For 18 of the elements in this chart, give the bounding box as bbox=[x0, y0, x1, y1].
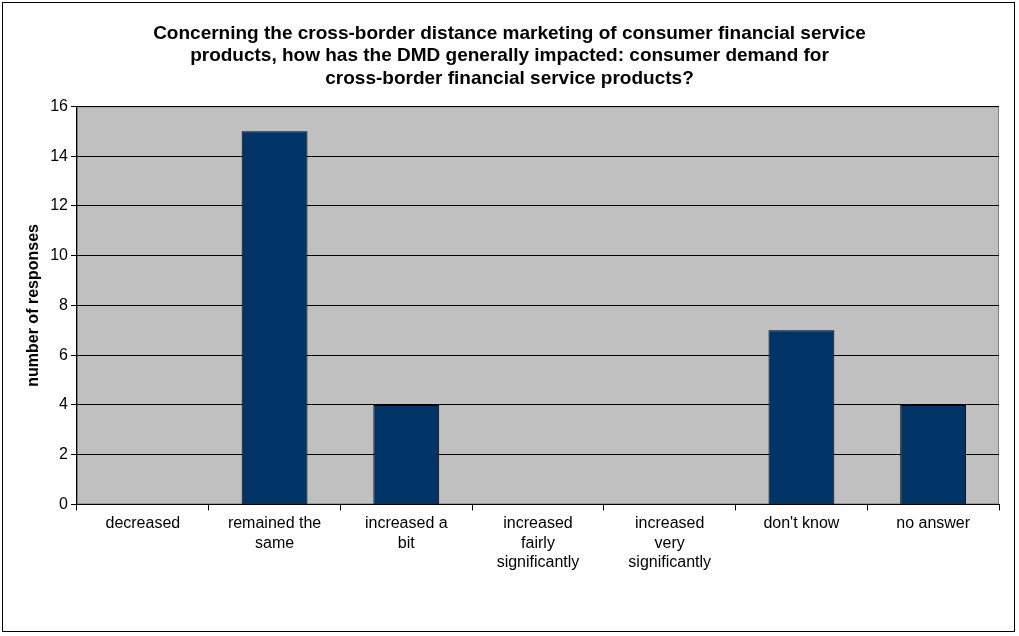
x-tick-label: increased a bit bbox=[364, 514, 448, 551]
y-tick-label: 16 bbox=[50, 96, 69, 114]
y-tick-label: 14 bbox=[50, 146, 69, 164]
x-tick-label: remained the same bbox=[227, 514, 322, 551]
y-tick-label: 10 bbox=[50, 246, 69, 264]
x-tick-label: no answer bbox=[896, 514, 971, 532]
x-tick-label: increased very significantly bbox=[628, 514, 712, 570]
y-axis-title: number of responses bbox=[24, 223, 42, 387]
y-tick-label: 12 bbox=[50, 196, 69, 214]
x-tick-label: increased fairly significantly bbox=[496, 514, 580, 570]
y-tick-label: 6 bbox=[59, 345, 69, 363]
x-tick-label: don't know bbox=[763, 514, 840, 532]
y-tick-label: 0 bbox=[59, 494, 69, 512]
chart-title: Concerning the cross-border distance marketing of consumer financial service products, how has the DMD generally impacted: consumer demand for cross-border financial service products? bbox=[153, 21, 866, 89]
y-tick-label: 4 bbox=[59, 395, 69, 413]
y-tick-label: 2 bbox=[59, 445, 69, 463]
x-tick-label: decreased bbox=[105, 514, 181, 532]
y-tick-label: 8 bbox=[59, 295, 69, 313]
